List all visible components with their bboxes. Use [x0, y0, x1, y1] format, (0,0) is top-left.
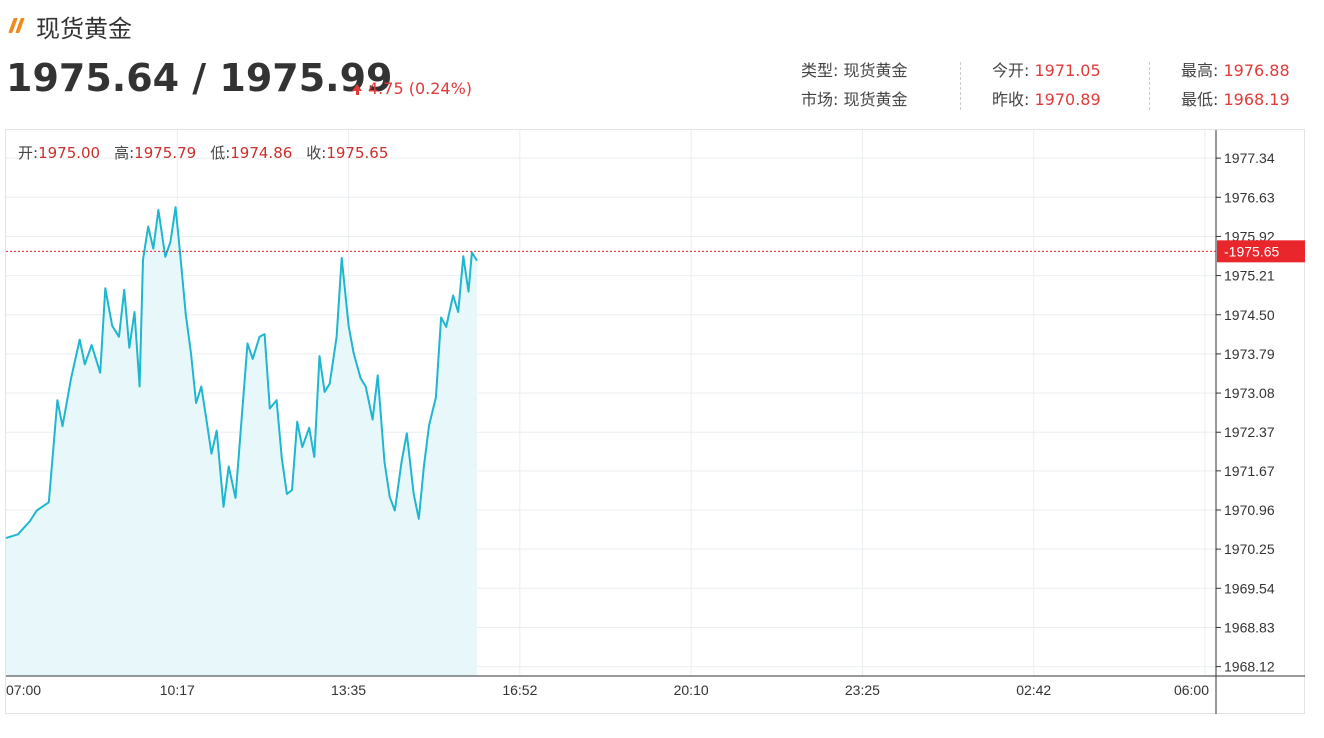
x-tick-label: 20:10	[674, 682, 709, 698]
x-tick-label: 07:00	[6, 682, 41, 698]
y-tick-label: 1973.79	[1224, 346, 1275, 362]
market-value: 现货黄金	[843, 90, 908, 109]
high-label: 最高:	[1181, 61, 1219, 80]
y-tick-label: 1973.08	[1224, 385, 1275, 401]
x-tick-label: 06:00	[1174, 682, 1209, 698]
ohlc-high-value: 1975.79	[134, 144, 197, 162]
ohlc-open-value: 1975.00	[38, 144, 101, 162]
ohlc-high-label: 高:	[114, 144, 135, 162]
price-area	[6, 207, 477, 676]
prev-close-label: 昨收:	[992, 90, 1030, 109]
ohlc-close-value: 1975.65	[326, 144, 389, 162]
chart-frame[interactable]	[5, 129, 1305, 714]
price-change-value: 4.75 (0.24%)	[368, 79, 473, 98]
market-label: 市场:	[801, 90, 839, 109]
y-tick-label: 1975.21	[1224, 268, 1275, 284]
price-line	[5, 206, 478, 540]
x-tick-label: 16:52	[502, 682, 537, 698]
y-tick-label: 1974.50	[1224, 307, 1275, 323]
x-tick-label: 13:35	[331, 682, 366, 698]
type-label: 类型:	[801, 61, 839, 80]
x-tick-label: 02:42	[1016, 682, 1051, 698]
ohlc-low-value: 1974.86	[230, 144, 293, 162]
high-value: 1976.88	[1223, 61, 1290, 80]
low-label: 最低:	[1181, 90, 1219, 109]
prev-close-value: 1970.89	[1034, 90, 1101, 109]
ohlc-low-label: 低:	[210, 144, 231, 162]
open-label: 今开:	[992, 61, 1030, 80]
open-value: 1971.05	[1034, 61, 1101, 80]
stats-col-2: 今开: 1971.05 昨收: 1970.89	[992, 58, 1101, 116]
x-tick-label: 10:17	[160, 682, 195, 698]
up-arrow-icon	[352, 84, 362, 95]
stats-col-3: 最高: 1976.88 最低: 1968.19	[1181, 58, 1290, 116]
y-tick-label: 1977.34	[1224, 150, 1275, 166]
y-tick-label: 1969.54	[1224, 580, 1275, 596]
y-tick-label: 1970.96	[1224, 502, 1275, 518]
type-value: 现货黄金	[843, 61, 908, 80]
ohlc-close-label: 收:	[306, 144, 327, 162]
ohlc-legend: 开:1975.00 高:1975.79 低:1974.86 收:1975.65	[18, 142, 402, 163]
divider	[960, 62, 962, 110]
low-value: 1968.19	[1223, 90, 1290, 109]
y-tick-label: 1968.83	[1224, 619, 1275, 635]
page-title: 现货黄金	[36, 14, 132, 43]
price-quote: 1975.64 / 1975.99	[6, 56, 393, 100]
y-tick-label: 1968.12	[1224, 659, 1275, 675]
price-change: 4.75 (0.24%)	[352, 79, 472, 98]
current-price-tag	[1217, 240, 1305, 263]
y-tick-label: 1976.63	[1224, 189, 1275, 205]
ohlc-open-label: 开:	[18, 144, 39, 162]
header: 现货黄金	[8, 6, 132, 46]
divider	[1149, 62, 1151, 110]
stats-col-1: 类型: 现货黄金 市场: 现货黄金	[801, 58, 908, 116]
y-tick-label: 1972.37	[1224, 424, 1275, 440]
y-tick-label: 1971.67	[1224, 463, 1275, 479]
current-price-label: -1975.65	[1224, 243, 1279, 259]
x-tick-label: 23:25	[845, 682, 880, 698]
y-tick-label: 1970.25	[1224, 541, 1275, 557]
